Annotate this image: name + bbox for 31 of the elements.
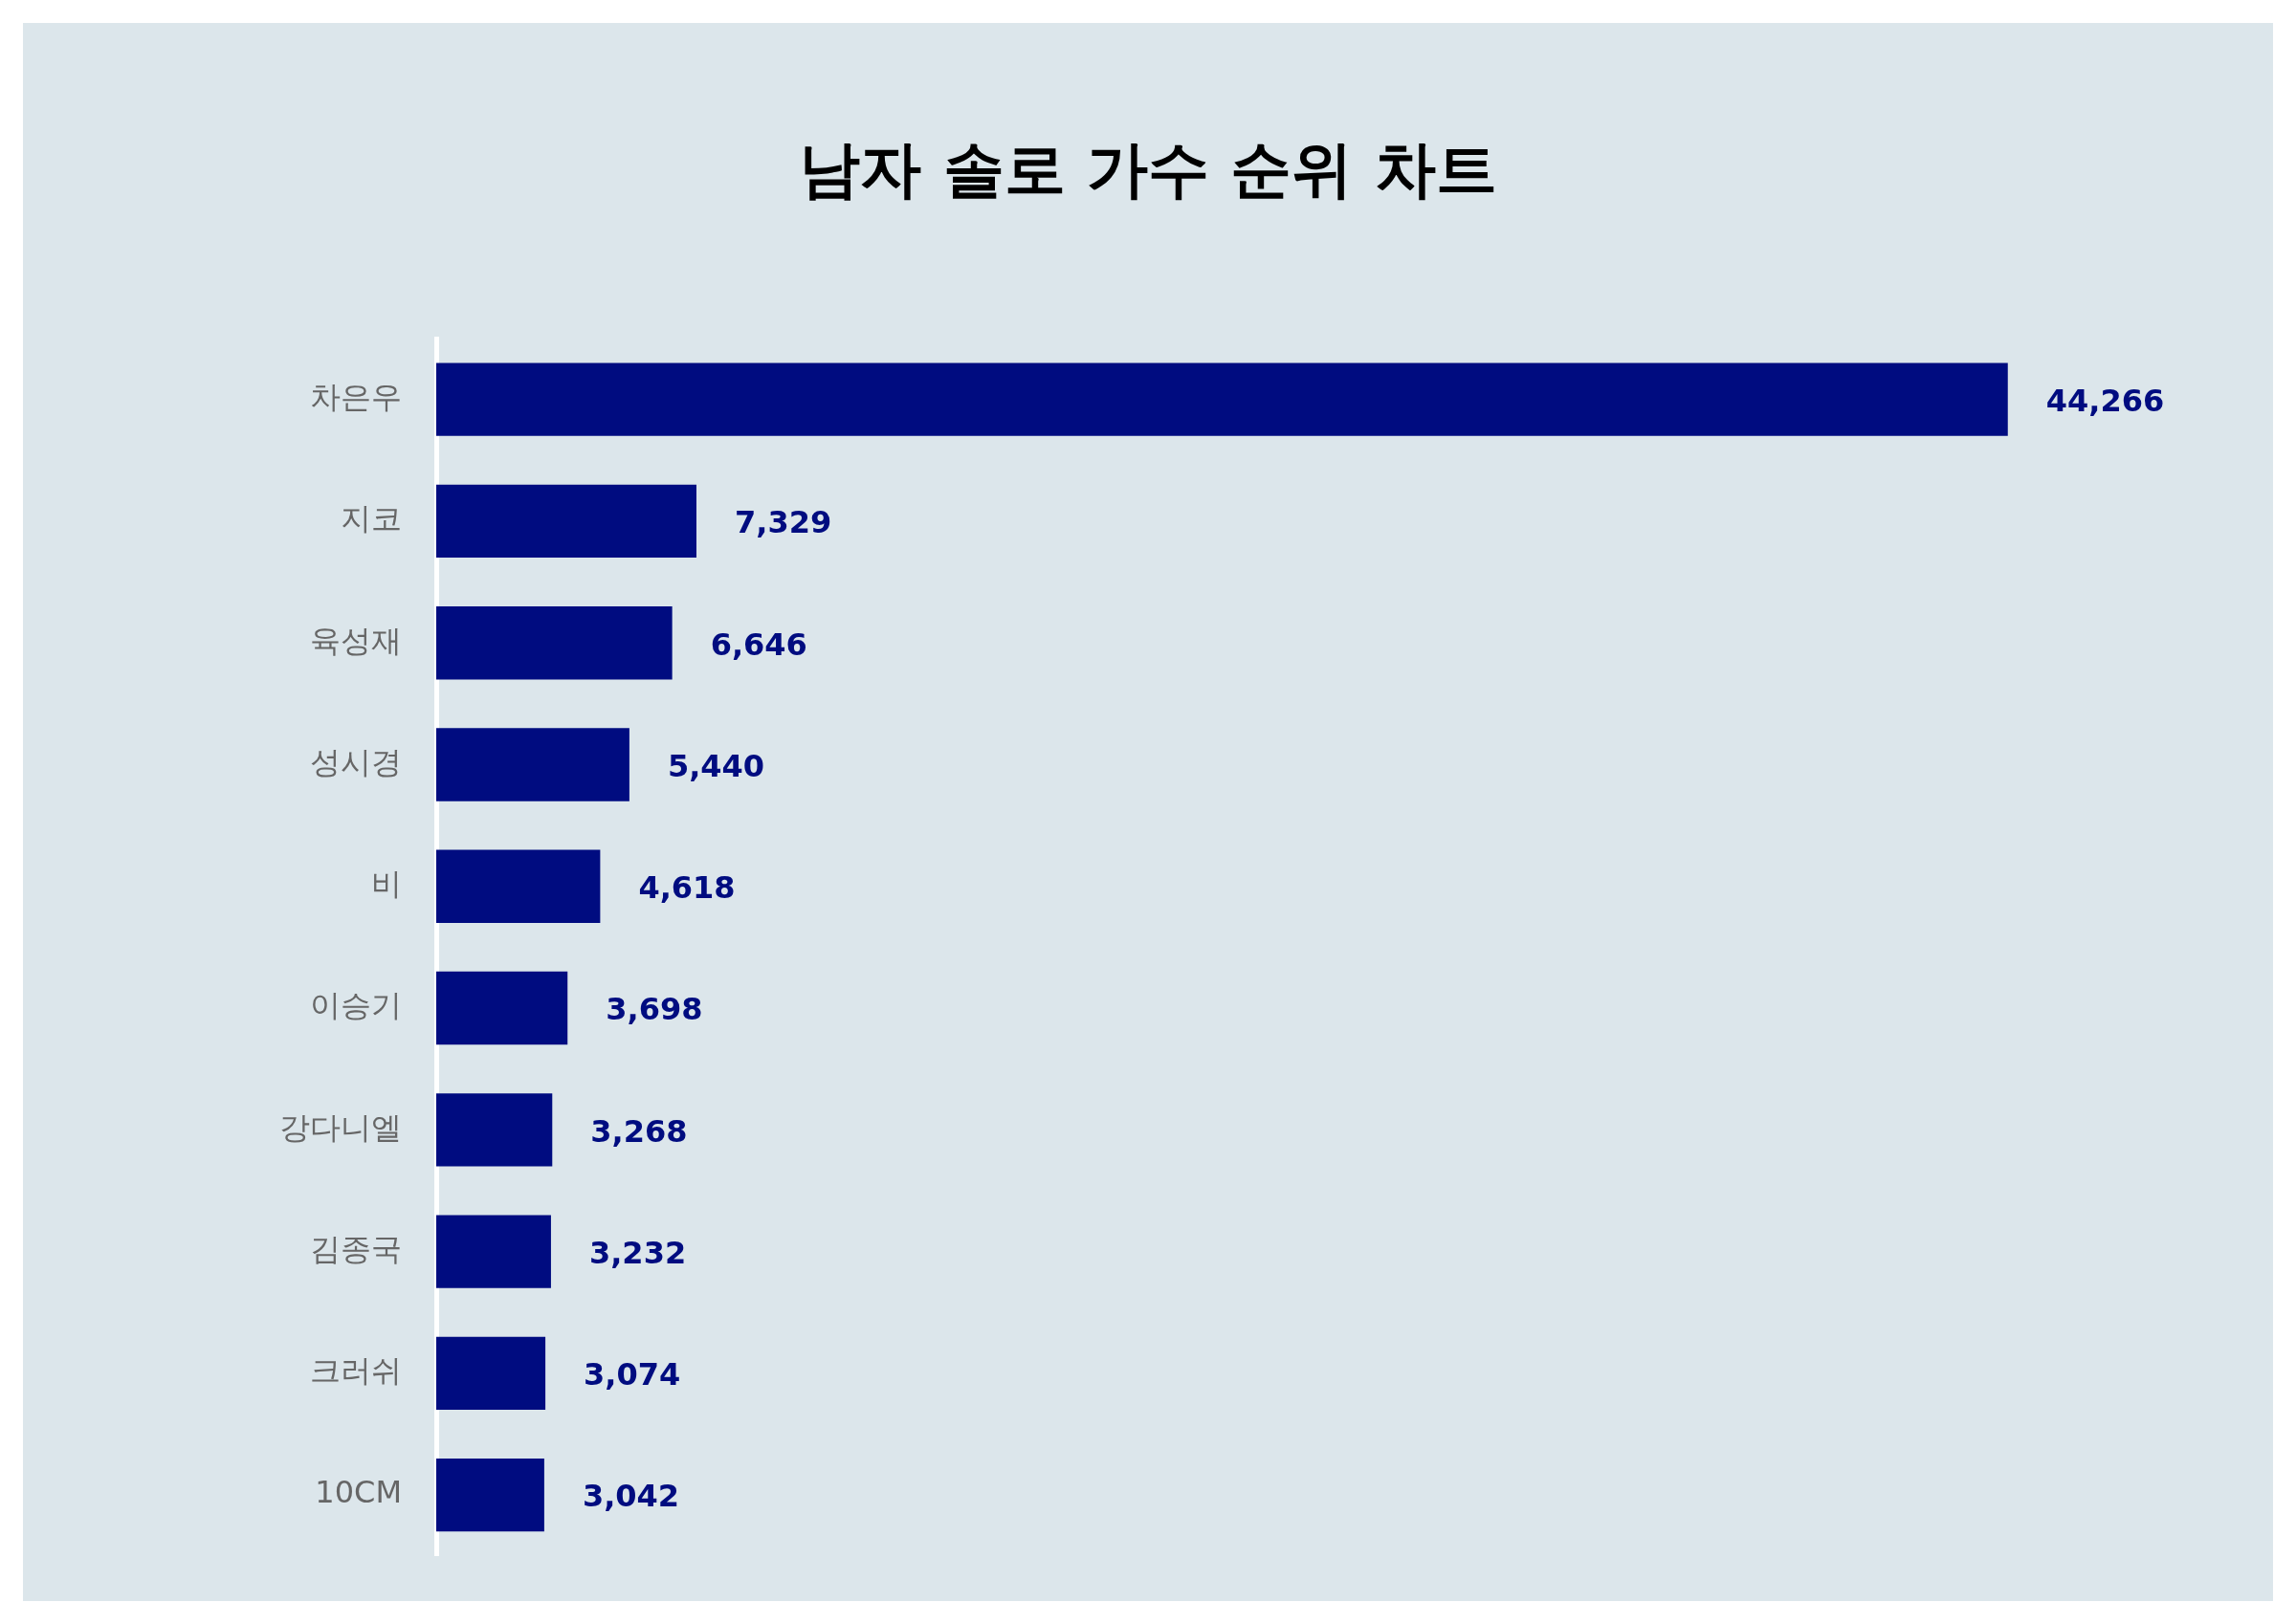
y-tick-label: 크러쉬 xyxy=(310,1352,402,1390)
data-label: 3,042 xyxy=(582,1478,680,1515)
bar xyxy=(436,1458,544,1532)
y-tick-label: 차은우 xyxy=(310,378,402,415)
chart-title: 남자 솔로 가수 순위 차트 xyxy=(798,133,1498,207)
y-tick-label: 성시경 xyxy=(310,743,402,780)
data-label: 44,266 xyxy=(2045,382,2165,419)
data-label: 5,440 xyxy=(667,747,765,784)
data-label: 3,268 xyxy=(590,1112,688,1150)
bar xyxy=(436,849,601,923)
bar xyxy=(436,971,568,1045)
bar xyxy=(436,1336,546,1411)
bar xyxy=(436,484,696,559)
data-label: 3,698 xyxy=(606,991,703,1028)
y-tick-label: 육성재 xyxy=(310,622,402,659)
data-label: 7,329 xyxy=(734,504,832,541)
bar xyxy=(436,1215,551,1288)
y-tick-label: 10CM xyxy=(315,1474,402,1511)
bar xyxy=(436,362,2008,436)
bar xyxy=(436,728,629,801)
data-label: 4,618 xyxy=(638,869,736,907)
y-tick-label: 비 xyxy=(371,866,402,903)
bar xyxy=(436,1093,553,1167)
data-label: 3,232 xyxy=(588,1234,687,1271)
y-tick-label: 지코 xyxy=(341,500,402,538)
bar xyxy=(436,606,673,680)
data-label: 6,646 xyxy=(710,625,807,663)
y-tick-label: 김종국 xyxy=(310,1230,402,1267)
data-label: 3,074 xyxy=(584,1356,681,1394)
y-tick-label: 강다니엘 xyxy=(279,1108,402,1146)
y-tick-label: 이승기 xyxy=(310,987,402,1024)
